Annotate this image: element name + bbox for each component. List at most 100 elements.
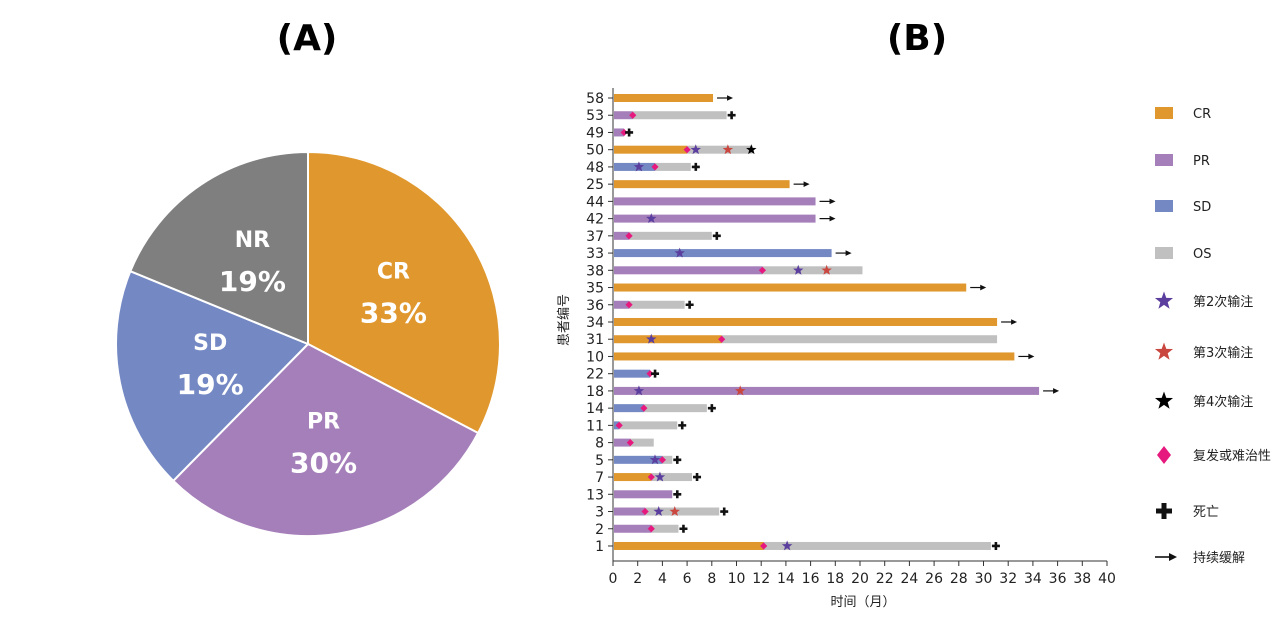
- x-tick-label: 12: [752, 571, 770, 587]
- pie-slice-label: NR: [235, 228, 270, 253]
- response-bar-cr: [614, 180, 790, 189]
- death-marker: [707, 404, 716, 413]
- legend-label: 持续缓解: [1193, 551, 1245, 566]
- response-bar-sd: [614, 369, 651, 378]
- response-bar-pr: [614, 266, 763, 275]
- fourth-infusion-star: [746, 144, 757, 155]
- relapse-marker: [647, 525, 655, 533]
- second-infusion-star: [690, 144, 701, 155]
- third-infusion-star: [722, 144, 734, 155]
- response-bar-cr: [614, 352, 1015, 361]
- legend-swatch-sd: [1155, 200, 1173, 212]
- relapse-marker: [629, 111, 637, 119]
- legend-star-icon: [1154, 342, 1174, 360]
- response-bar-pr: [614, 438, 631, 447]
- y-tick-label: 8: [595, 436, 604, 452]
- response-bar-pr: [614, 507, 646, 516]
- legend-swatch-os: [1155, 247, 1173, 259]
- response-bar-pr: [614, 231, 630, 240]
- y-tick-label: 18: [586, 384, 604, 400]
- pie-slice-label: SD: [193, 331, 227, 356]
- legend-swatch-pr: [1155, 154, 1173, 166]
- response-bar-pr: [614, 128, 625, 137]
- response-bar-pr: [614, 386, 1040, 395]
- relapse-marker: [651, 163, 659, 171]
- second-infusion-star: [646, 333, 657, 344]
- response-bar-cr: [614, 145, 688, 154]
- x-tick-label: 2: [633, 571, 642, 587]
- panel-b-label: (B): [887, 18, 947, 59]
- relapse-marker: [626, 439, 634, 447]
- pie-slice-label: PR: [307, 410, 340, 435]
- os-bar: [619, 421, 678, 430]
- legend-diamond-icon: [1157, 446, 1171, 464]
- relapse-marker: [760, 542, 768, 550]
- pie-slice-label: CR: [377, 259, 410, 284]
- y-tick-label: 33: [586, 246, 604, 262]
- response-bar-sd: [614, 162, 655, 171]
- pie-slice-value: 30%: [290, 447, 357, 480]
- death-marker: [673, 490, 682, 499]
- third-infusion-star: [821, 264, 832, 275]
- death-marker: [712, 231, 721, 240]
- second-infusion-star: [674, 247, 685, 258]
- y-tick-label: 38: [586, 263, 604, 279]
- os-bar: [645, 507, 720, 516]
- death-marker: [651, 369, 660, 378]
- legend-label: 第3次输注: [1193, 345, 1253, 361]
- ongoing-arrow-head: [980, 284, 987, 291]
- os-bar: [762, 266, 863, 275]
- response-bar-sd: [614, 249, 832, 258]
- response-bar-cr: [614, 317, 998, 326]
- response-bar-sd: [614, 404, 644, 413]
- death-marker: [691, 162, 700, 171]
- y-tick-label: 11: [586, 418, 604, 434]
- y-tick-label: 36: [586, 298, 604, 314]
- ongoing-arrow-head: [829, 215, 836, 222]
- response-bar-pr: [614, 490, 673, 499]
- response-bar-cr: [614, 335, 722, 344]
- y-tick-label: 35: [586, 281, 604, 297]
- legend-label: 死亡: [1193, 505, 1219, 520]
- ongoing-arrow-head: [803, 181, 810, 187]
- pie-slice-value: 33%: [360, 296, 427, 329]
- os-bar: [763, 541, 991, 550]
- swimmer-plot: 0 2 4 6 8 10 12 14 16 18 20 22 24 26 28 30 32 34 36 38 40585…: [557, 88, 1116, 610]
- legend-label: 复发或难治性: [1193, 448, 1271, 464]
- pie-slice-cr: [307, 150, 501, 435]
- y-tick-label: 31: [586, 332, 604, 348]
- y-tick-label: 5: [595, 453, 604, 469]
- legend-star-icon: [1154, 291, 1174, 309]
- os-bar: [687, 145, 753, 154]
- relapse-marker: [641, 507, 649, 516]
- plot-layer: 0 2 4 6 8 10 12 14 16 18 20 22 24 26 28 30 32 34 36 38 40585…: [586, 88, 1116, 587]
- relapse-marker: [640, 404, 648, 412]
- y-tick-label: 37: [586, 229, 604, 245]
- legend-label: 第2次输注: [1193, 294, 1253, 310]
- x-tick-label: 40: [1098, 571, 1116, 587]
- death-marker: [673, 455, 682, 464]
- relapse-marker: [718, 335, 726, 343]
- second-infusion-star: [653, 506, 664, 516]
- y-tick-label: 2: [595, 522, 604, 538]
- response-bar-pr: [614, 197, 816, 206]
- y-tick-label: 10: [586, 349, 604, 365]
- pie-slice-pr: [171, 342, 480, 537]
- second-infusion-star: [633, 161, 645, 172]
- response-bar-cr: [614, 283, 967, 292]
- relapse-marker: [646, 370, 654, 378]
- response-bar-pr: [614, 111, 633, 120]
- death-marker: [678, 421, 687, 430]
- x-tick-label: 38: [1073, 571, 1091, 587]
- ongoing-arrow-head: [1053, 388, 1060, 394]
- second-infusion-star: [793, 264, 804, 275]
- response-bar-pr: [614, 214, 816, 223]
- os-bar: [632, 111, 727, 120]
- relapse-marker: [625, 232, 633, 240]
- x-tick-label: 24: [900, 571, 918, 587]
- x-tick-label: 18: [826, 571, 844, 587]
- x-tick-label: 6: [683, 571, 692, 587]
- relapse-marker: [683, 146, 691, 154]
- x-tick-label: 28: [950, 571, 968, 587]
